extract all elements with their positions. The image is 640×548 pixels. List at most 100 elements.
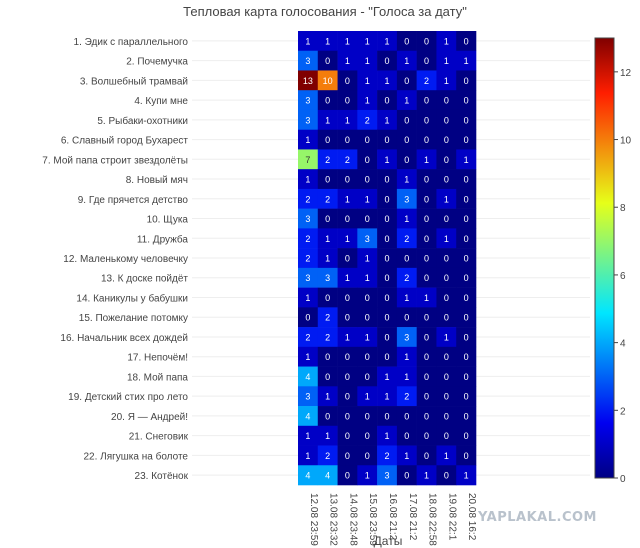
cell-value-label: 10 [323, 76, 333, 86]
cell-value-label: 1 [404, 96, 409, 106]
x-tick-label: 17.08 21:2 [407, 493, 418, 541]
colorbar-gradient [594, 37, 615, 479]
cell-value-label: 0 [325, 214, 330, 224]
cell-value-label: 0 [404, 115, 409, 125]
heatmap-cell [396, 208, 417, 229]
heatmap-cell [396, 248, 417, 269]
heatmap-cell [416, 129, 437, 150]
heatmap-cell [357, 307, 378, 328]
cell-value-label: 1 [464, 155, 469, 165]
heatmap-cell [317, 169, 338, 190]
x-tick-label: 20.08 16:2 [466, 493, 477, 541]
heatmap-cell [377, 346, 398, 367]
cell-value-label: 0 [345, 313, 350, 323]
cell-value-label: 3 [305, 214, 310, 224]
cell-value-label: 1 [305, 431, 310, 441]
heatmap-cell [357, 70, 378, 91]
heatmap-cell [317, 129, 338, 150]
y-tick-label: 10. Щука [147, 215, 189, 226]
cell-value-label: 1 [305, 352, 310, 362]
cell-value-label: 0 [444, 135, 449, 145]
heatmap-cell [377, 327, 398, 348]
heatmap-cell [436, 287, 457, 308]
cell-value-label: 4 [305, 372, 310, 382]
colorbar-tick-label: 2 [620, 406, 626, 417]
heatmap-cell [436, 307, 457, 328]
y-tick-label: 2. Почемучка [126, 57, 188, 68]
cell-value-label: 1 [464, 471, 469, 481]
cell-value-label: 1 [365, 273, 370, 283]
cell-value-label: 1 [444, 234, 449, 244]
heatmap-cell [456, 208, 477, 229]
colorbar-tick-label: 8 [620, 203, 626, 214]
heatmap-cell [337, 248, 358, 269]
y-tick-label: 16. Начальник всех дождей [60, 333, 188, 344]
heatmap-cell [396, 149, 417, 170]
cell-value-label: 0 [404, 313, 409, 323]
x-axis-labels: 12.08 23:59 13.08 23:32 14.08 23:48 15.08 2… [308, 493, 477, 546]
cell-value-label: 2 [305, 332, 310, 342]
cell-value-label: 0 [365, 451, 370, 461]
cell-value-label: 2 [404, 234, 409, 244]
heatmap-cell [456, 169, 477, 190]
cell-value-label: 0 [464, 273, 469, 283]
heatmap-cell [298, 31, 319, 52]
cell-value-label: 0 [464, 36, 469, 46]
x-tick-label: 18.08 22:58 [427, 493, 438, 546]
heatmap-cell [456, 465, 477, 486]
heatmap-cell [456, 445, 477, 466]
heatmap-cell [357, 228, 378, 249]
heatmap-cell [377, 90, 398, 111]
cell-value-label: 1 [345, 56, 350, 66]
heatmap-cell [456, 287, 477, 308]
x-axis-title: Даты [374, 534, 403, 548]
cell-value-label: 0 [464, 254, 469, 264]
cell-value-label: 0 [424, 96, 429, 106]
heatmap-cell [436, 445, 457, 466]
heatmap-cell [416, 31, 437, 52]
heatmap-cell [416, 248, 437, 269]
heatmap-cell [357, 425, 378, 446]
cell-value-label: 1 [404, 372, 409, 382]
cell-value-label: 1 [345, 332, 350, 342]
cell-value-label: 0 [424, 273, 429, 283]
cell-value-label: 0 [404, 254, 409, 264]
cell-value-label: 0 [464, 234, 469, 244]
cell-value-label: 0 [325, 96, 330, 106]
cell-value-label: 1 [404, 352, 409, 362]
heatmap-cell [436, 327, 457, 348]
heatmap-cell [298, 465, 319, 486]
y-tick-label: 23. Котёнок [135, 471, 189, 482]
colorbar-ticks: 0 2 4 6 8 10 12 [614, 68, 632, 485]
heatmap-cell [357, 31, 378, 52]
heatmap-cell [337, 307, 358, 328]
heatmap-cell [456, 248, 477, 269]
cell-value-label: 0 [464, 352, 469, 362]
cell-value-label: 1 [325, 234, 330, 244]
heatmap-cell [298, 406, 319, 427]
y-tick-label: 17. Непочём! [127, 353, 188, 364]
cell-value-label: 0 [384, 273, 389, 283]
heatmap-cell [337, 366, 358, 387]
cell-value-label: 2 [325, 155, 330, 165]
cell-value-label: 0 [464, 96, 469, 106]
heatmap-cell [357, 129, 378, 150]
heatmap-cell [456, 386, 477, 407]
heatmap-cell [456, 406, 477, 427]
heatmap-cell [298, 346, 319, 367]
heatmap-cell [416, 425, 437, 446]
cell-value-label: 2 [384, 451, 389, 461]
heatmap-cell [357, 188, 378, 209]
heatmap-cell [317, 406, 338, 427]
heatmap-cell [298, 366, 319, 387]
cell-value-label: 0 [345, 96, 350, 106]
heatmap-cell [357, 208, 378, 229]
cell-value-label: 1 [345, 36, 350, 46]
heatmap-cell [456, 50, 477, 71]
cell-value-label: 3 [305, 56, 310, 66]
heatmap-cell [317, 90, 338, 111]
cell-value-label: 0 [424, 431, 429, 441]
cell-value-label: 3 [305, 96, 310, 106]
cell-value-label: 0 [345, 372, 350, 382]
